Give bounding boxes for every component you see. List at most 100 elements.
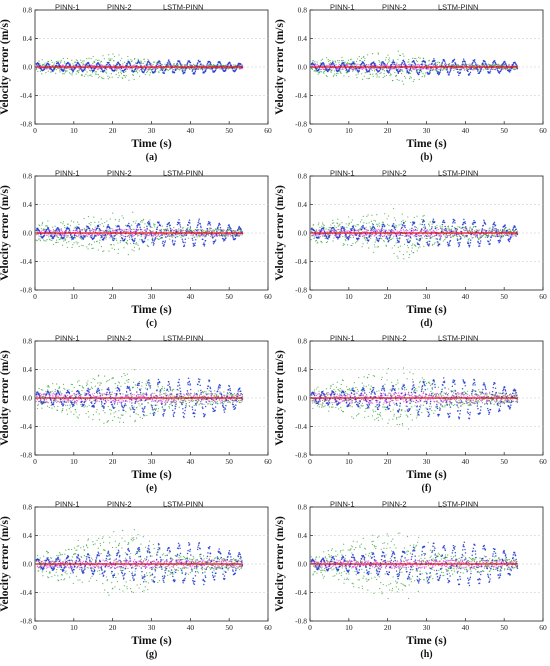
data-point xyxy=(50,229,52,231)
data-point xyxy=(83,68,86,71)
data-point xyxy=(159,224,162,227)
data-point xyxy=(317,241,319,243)
data-point xyxy=(83,75,86,77)
data-point xyxy=(475,64,477,67)
data-point xyxy=(190,64,192,66)
data-point xyxy=(94,73,97,75)
data-point xyxy=(348,69,350,72)
data-point xyxy=(136,235,139,237)
data-point xyxy=(87,216,90,218)
data-point xyxy=(94,229,96,231)
data-point xyxy=(105,229,108,232)
data-point xyxy=(409,72,412,74)
data-point xyxy=(127,55,129,58)
data-point xyxy=(129,227,131,229)
x-tick-label: 20 xyxy=(109,126,117,135)
data-point xyxy=(196,226,198,229)
data-point xyxy=(234,233,236,236)
data-point xyxy=(209,221,211,224)
data-point xyxy=(201,231,203,233)
data-point xyxy=(447,229,449,231)
data-point xyxy=(326,76,328,78)
data-point xyxy=(393,235,395,237)
data-point xyxy=(134,222,137,224)
data-point xyxy=(130,236,133,238)
data-point xyxy=(122,77,124,79)
data-point xyxy=(465,64,468,66)
data-point xyxy=(211,234,213,236)
data-point xyxy=(125,75,127,77)
data-point xyxy=(153,240,156,242)
data-point xyxy=(385,57,387,59)
data-point xyxy=(350,58,352,60)
data-point xyxy=(379,67,382,70)
data-point xyxy=(195,68,197,70)
data-point xyxy=(213,234,215,236)
data-point xyxy=(118,225,120,228)
data-point xyxy=(384,64,386,66)
data-point xyxy=(240,64,242,66)
data-point xyxy=(474,61,476,64)
data-point xyxy=(163,245,165,247)
data-point xyxy=(178,219,180,221)
data-point xyxy=(84,235,86,237)
data-point xyxy=(450,67,452,70)
data-point xyxy=(161,236,163,239)
data-point xyxy=(178,228,180,230)
data-point xyxy=(52,233,54,236)
data-point xyxy=(218,64,220,67)
data-point xyxy=(140,68,143,71)
data-point xyxy=(401,62,404,64)
data-point xyxy=(111,228,113,230)
data-point xyxy=(119,228,121,231)
data-point xyxy=(92,62,94,64)
data-point xyxy=(189,61,192,64)
data-point xyxy=(235,68,237,71)
data-point xyxy=(75,226,77,228)
data-point xyxy=(211,230,213,233)
data-point xyxy=(118,68,121,70)
data-point xyxy=(409,67,412,70)
data-point xyxy=(131,68,134,70)
data-point xyxy=(422,233,424,235)
data-point xyxy=(43,234,46,237)
data-point xyxy=(402,70,404,72)
data-point xyxy=(408,78,411,80)
data-point xyxy=(455,63,457,66)
y-tick-label: 0.8 xyxy=(298,172,308,181)
data-point xyxy=(171,241,174,243)
data-point xyxy=(356,77,358,79)
data-point xyxy=(365,71,367,73)
data-point xyxy=(398,67,400,70)
data-point xyxy=(137,244,139,246)
data-point xyxy=(39,240,41,242)
data-point xyxy=(88,228,91,230)
data-point xyxy=(123,230,125,233)
data-point xyxy=(87,235,89,237)
data-point xyxy=(338,62,340,64)
data-point xyxy=(478,229,480,231)
data-point xyxy=(204,239,207,242)
data-point xyxy=(395,68,397,70)
data-point xyxy=(156,235,159,237)
data-point xyxy=(121,237,124,240)
data-point xyxy=(124,238,126,240)
data-point xyxy=(358,69,361,72)
data-point xyxy=(114,69,116,71)
data-point xyxy=(100,246,103,248)
data-point xyxy=(66,57,69,60)
data-point xyxy=(453,67,455,69)
x-axis-title: Time (s) xyxy=(406,138,447,150)
data-point xyxy=(171,234,173,236)
data-point xyxy=(407,230,409,232)
x-tick-label: 30 xyxy=(423,292,431,301)
data-point xyxy=(191,237,194,240)
data-point xyxy=(418,78,420,81)
data-point xyxy=(495,63,497,65)
data-point xyxy=(118,75,120,77)
data-point xyxy=(91,228,94,230)
data-point xyxy=(60,229,62,232)
data-point xyxy=(161,69,164,72)
data-point xyxy=(408,234,410,236)
data-point xyxy=(133,250,135,252)
